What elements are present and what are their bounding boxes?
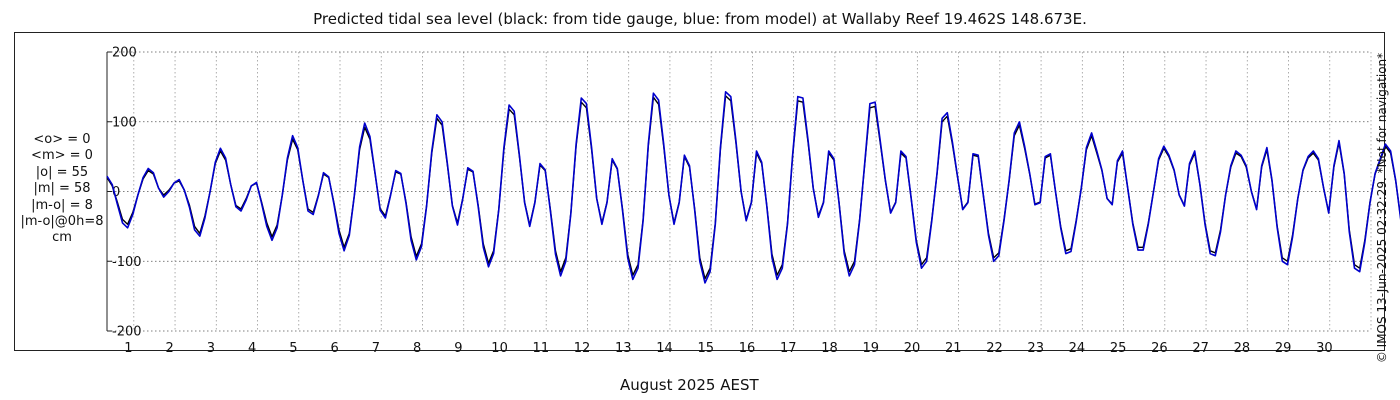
series-layer [106, 91, 1400, 284]
x-tick-label: 27 [1192, 341, 1209, 356]
x-axis-label: August 2025 AEST [620, 376, 759, 394]
stat-abs-difference: |m-o| = 8 [31, 197, 93, 213]
x-tick-label: 4 [248, 341, 256, 356]
x-tick-label: 26 [1151, 341, 1168, 356]
y-tick-label: 200 [112, 46, 137, 61]
stat-mean-model: <m> = 0 [31, 148, 93, 164]
x-tick-label: 7 [372, 341, 380, 356]
x-tick-label: 15 [698, 341, 715, 356]
x-tick-label: 9 [454, 341, 462, 356]
x-tick-label: 1 [124, 341, 132, 356]
x-tick-label: 10 [491, 341, 508, 356]
x-tick-label: 23 [1027, 341, 1044, 356]
copyright-notice: © IMOS 13-Jun-2025 02:32:29. *Not for na… [1375, 52, 1389, 364]
statistics-panel: <o> = 0 <m> = 0 |o| = 55 |m| = 58 |m-o| … [14, 132, 110, 247]
figure-frame [14, 32, 1385, 351]
stat-mean-observed: <o> = 0 [33, 132, 91, 147]
x-tick-label: 2 [166, 341, 174, 356]
y-tick-label: -100 [112, 255, 142, 270]
grid-layer [107, 51, 1372, 332]
x-tick-label: 5 [289, 341, 297, 356]
y-tick-label: -200 [112, 325, 142, 340]
stat-abs-difference-0h: |m-o|@0h=8 [20, 214, 104, 230]
x-tick-label: 19 [862, 341, 879, 356]
x-tick-label: 29 [1275, 341, 1292, 356]
x-tick-label: 24 [1069, 341, 1086, 356]
x-tick-label: 8 [413, 341, 421, 356]
x-tick-label: 21 [945, 341, 962, 356]
x-tick-label: 20 [904, 341, 921, 356]
x-tick-label: 18 [821, 341, 838, 356]
stat-abs-model: |m| = 58 [33, 181, 91, 197]
x-tick-label: 28 [1234, 341, 1251, 356]
stat-abs-observed: |o| = 55 [35, 164, 89, 180]
stat-unit: cm [52, 230, 72, 246]
x-tick-label: 14 [656, 341, 673, 356]
x-tick-label: 22 [986, 341, 1003, 356]
x-tick-label: 12 [574, 341, 591, 356]
x-tick-label: 13 [615, 341, 632, 356]
y-tick-label: 100 [112, 115, 137, 130]
x-tick-label: 6 [330, 341, 338, 356]
model-series-line [106, 91, 1400, 284]
chart-title: Predicted tidal sea level (black: from t… [313, 10, 1087, 28]
x-tick-label: 30 [1316, 341, 1333, 356]
x-tick-label: 11 [533, 341, 550, 356]
x-tick-label: 3 [207, 341, 215, 356]
x-tick-label: 17 [780, 341, 797, 356]
y-tick-label: 0 [112, 185, 120, 200]
x-tick-label: 16 [739, 341, 756, 356]
x-tick-label: 25 [1110, 341, 1127, 356]
